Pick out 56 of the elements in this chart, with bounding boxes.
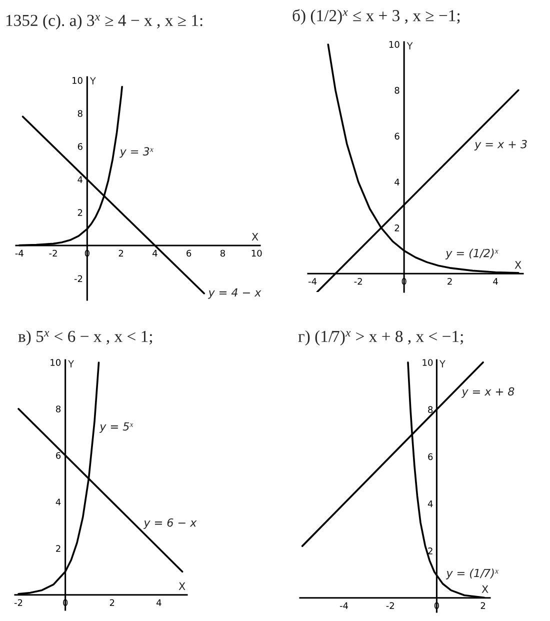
y-tick-label: 8 [78,110,82,117]
y-tick-label: 8 [394,86,400,94]
x-tick-label: 4 [493,278,498,285]
y-axis-title: Y [90,77,96,84]
x-tick-label: 2 [480,602,486,609]
y-tick-label: 6 [394,132,400,140]
y-tick-label: 8 [428,406,433,414]
y-axis-title: Y [406,42,413,50]
x-axis-title: X [252,232,258,241]
y-tick-label: 10 [50,359,61,366]
x-tick-label: 2 [110,599,114,606]
y-tick-label: 2 [394,224,399,232]
y-tick-label: 2 [56,545,60,552]
x-tick-label: 8 [220,250,225,257]
x-tick-label: -2 [354,278,362,285]
y-tick-label: 6 [56,452,61,459]
annotation: y = 3$^{x}$ [120,147,154,158]
y-tick-label: 4 [394,178,400,186]
x-tick-label: 6 [186,250,192,257]
y-tick-label: 6 [428,453,433,460]
x-tick-label: 2 [118,250,124,257]
x-tick-label: -4 [15,250,24,257]
chart-title: в) 5$^{x}$ < 6 − x , x < 1; [18,330,152,346]
chart-title: г) (1/7)$^{x}$ > x + 8 , x < −1; [298,330,463,346]
x-tick-label: 2 [448,278,452,285]
y-axis-title: Y [68,360,74,368]
annotation: y = 5$^{x}$ [99,422,134,433]
annotation: y = x + 8 [461,387,514,398]
y-tick-label: 6 [78,143,82,150]
x-tick-label: -4 [308,278,317,285]
x-tick-label: 10 [252,250,262,257]
x-tick-label: 4 [156,599,162,606]
y-axis-title: Y [439,360,446,368]
y-tick-label: 2 [78,209,82,216]
annotation: y = 6 − x [143,518,197,529]
annotation: y = (1/7)$^{x}$ [446,568,498,580]
chart-title: б) (1/2)$^{x}$ ≤ x + 3 , x ≥ −1; [292,9,460,25]
x-axis-title: X [482,585,488,593]
chart-title: 1352 (с). а) 3$^{x}$ ≥ 4 − x , x ≥ 1: [6,14,202,30]
x-axis-title: X [178,582,186,590]
y-tick-label: 10 [389,41,400,48]
x-tick-label: -2 [386,602,394,609]
annotation: y = x + 3 [474,140,527,150]
y-tick-label: 2 [428,547,432,554]
y-tick-label: 8 [56,406,61,412]
x-axis-title: X [514,261,522,269]
annotation: y = 4 − x [208,288,262,299]
x-tick-label: 4 [152,250,158,257]
y-tick-label: 4 [78,176,82,183]
y-tick-label: 10 [72,77,82,84]
y-tick-label: 4 [428,500,433,508]
y-tick-label: 4 [56,498,61,506]
annotation: y = (1/2)$^{x}$ [445,248,498,260]
x-tick-label: -2 [14,599,22,606]
x-tick-label: -4 [340,602,348,609]
y-tick-label: 10 [422,359,433,366]
